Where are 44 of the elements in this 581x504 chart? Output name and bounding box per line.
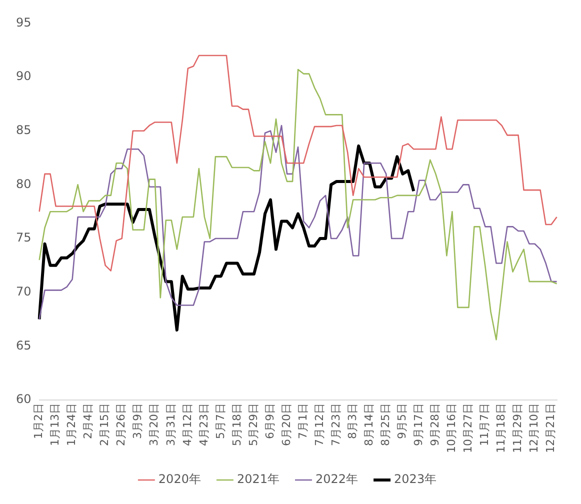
x-tick-label: 5月29日 [246, 403, 260, 446]
legend-label: 2022年 [316, 472, 358, 486]
x-tick-label: 8月25日 [378, 403, 392, 446]
x-tick-label: 5月18日 [230, 403, 244, 446]
legend-label: 2020年 [158, 472, 201, 486]
x-tick-label: 11月29日 [511, 403, 524, 454]
x-tick-label: 2月15日 [98, 403, 112, 446]
x-tick-label: 4月12日 [180, 403, 194, 446]
x-tick-label: 7月1日 [296, 403, 310, 440]
x-tick-label: 7月23日 [329, 403, 342, 446]
x-tick-label: 2月26日 [114, 403, 128, 446]
x-tick-label: 6月20日 [280, 403, 293, 446]
x-tick-label: 2月4日 [82, 403, 95, 440]
x-tick-label: 9月17日 [412, 403, 426, 446]
x-tick-label: 12月21日 [544, 403, 558, 454]
x-tick-label: 11月7日 [478, 403, 492, 446]
x-tick-label: 7月12日 [312, 403, 326, 446]
x-tick-label: 3月20日 [148, 403, 161, 446]
x-tick-label: 9月28日 [428, 403, 442, 446]
x-tick-label: 8月3日 [346, 403, 359, 440]
legend-label: 2023年 [394, 472, 437, 486]
y-tick-label: 95 [16, 15, 32, 30]
y-tick-label: 60 [16, 392, 32, 406]
x-tick-label: 4月23日 [197, 403, 210, 446]
x-tick-label: 6月9日 [263, 403, 276, 440]
y-tick-label: 65 [16, 338, 32, 352]
x-tick-label: 5月7日 [214, 403, 227, 440]
x-tick-label: 3月31日 [164, 403, 178, 446]
x-tick-label: 10月16日 [445, 403, 458, 454]
x-tick-label: 9月5日 [396, 403, 408, 440]
x-tick-label: 11月18日 [494, 403, 508, 454]
legend-label: 2021年 [236, 472, 280, 486]
y-tick-label: 90 [16, 69, 32, 84]
y-tick-label: 85 [16, 122, 32, 137]
x-tick-label: 10月27日 [462, 403, 475, 454]
y-tick-label: 75 [16, 230, 32, 245]
y-tick-label: 70 [16, 284, 32, 298]
x-tick-label: 1月24日 [65, 403, 78, 446]
x-tick-label: 12月10日 [528, 403, 541, 454]
x-tick-label: 1月2日 [32, 403, 46, 440]
y-tick-label: 80 [16, 176, 32, 191]
x-tick-label: 8月14日 [362, 403, 376, 446]
x-tick-label: 3月9日 [131, 403, 144, 440]
x-tick-label: 1月13日 [48, 403, 62, 446]
